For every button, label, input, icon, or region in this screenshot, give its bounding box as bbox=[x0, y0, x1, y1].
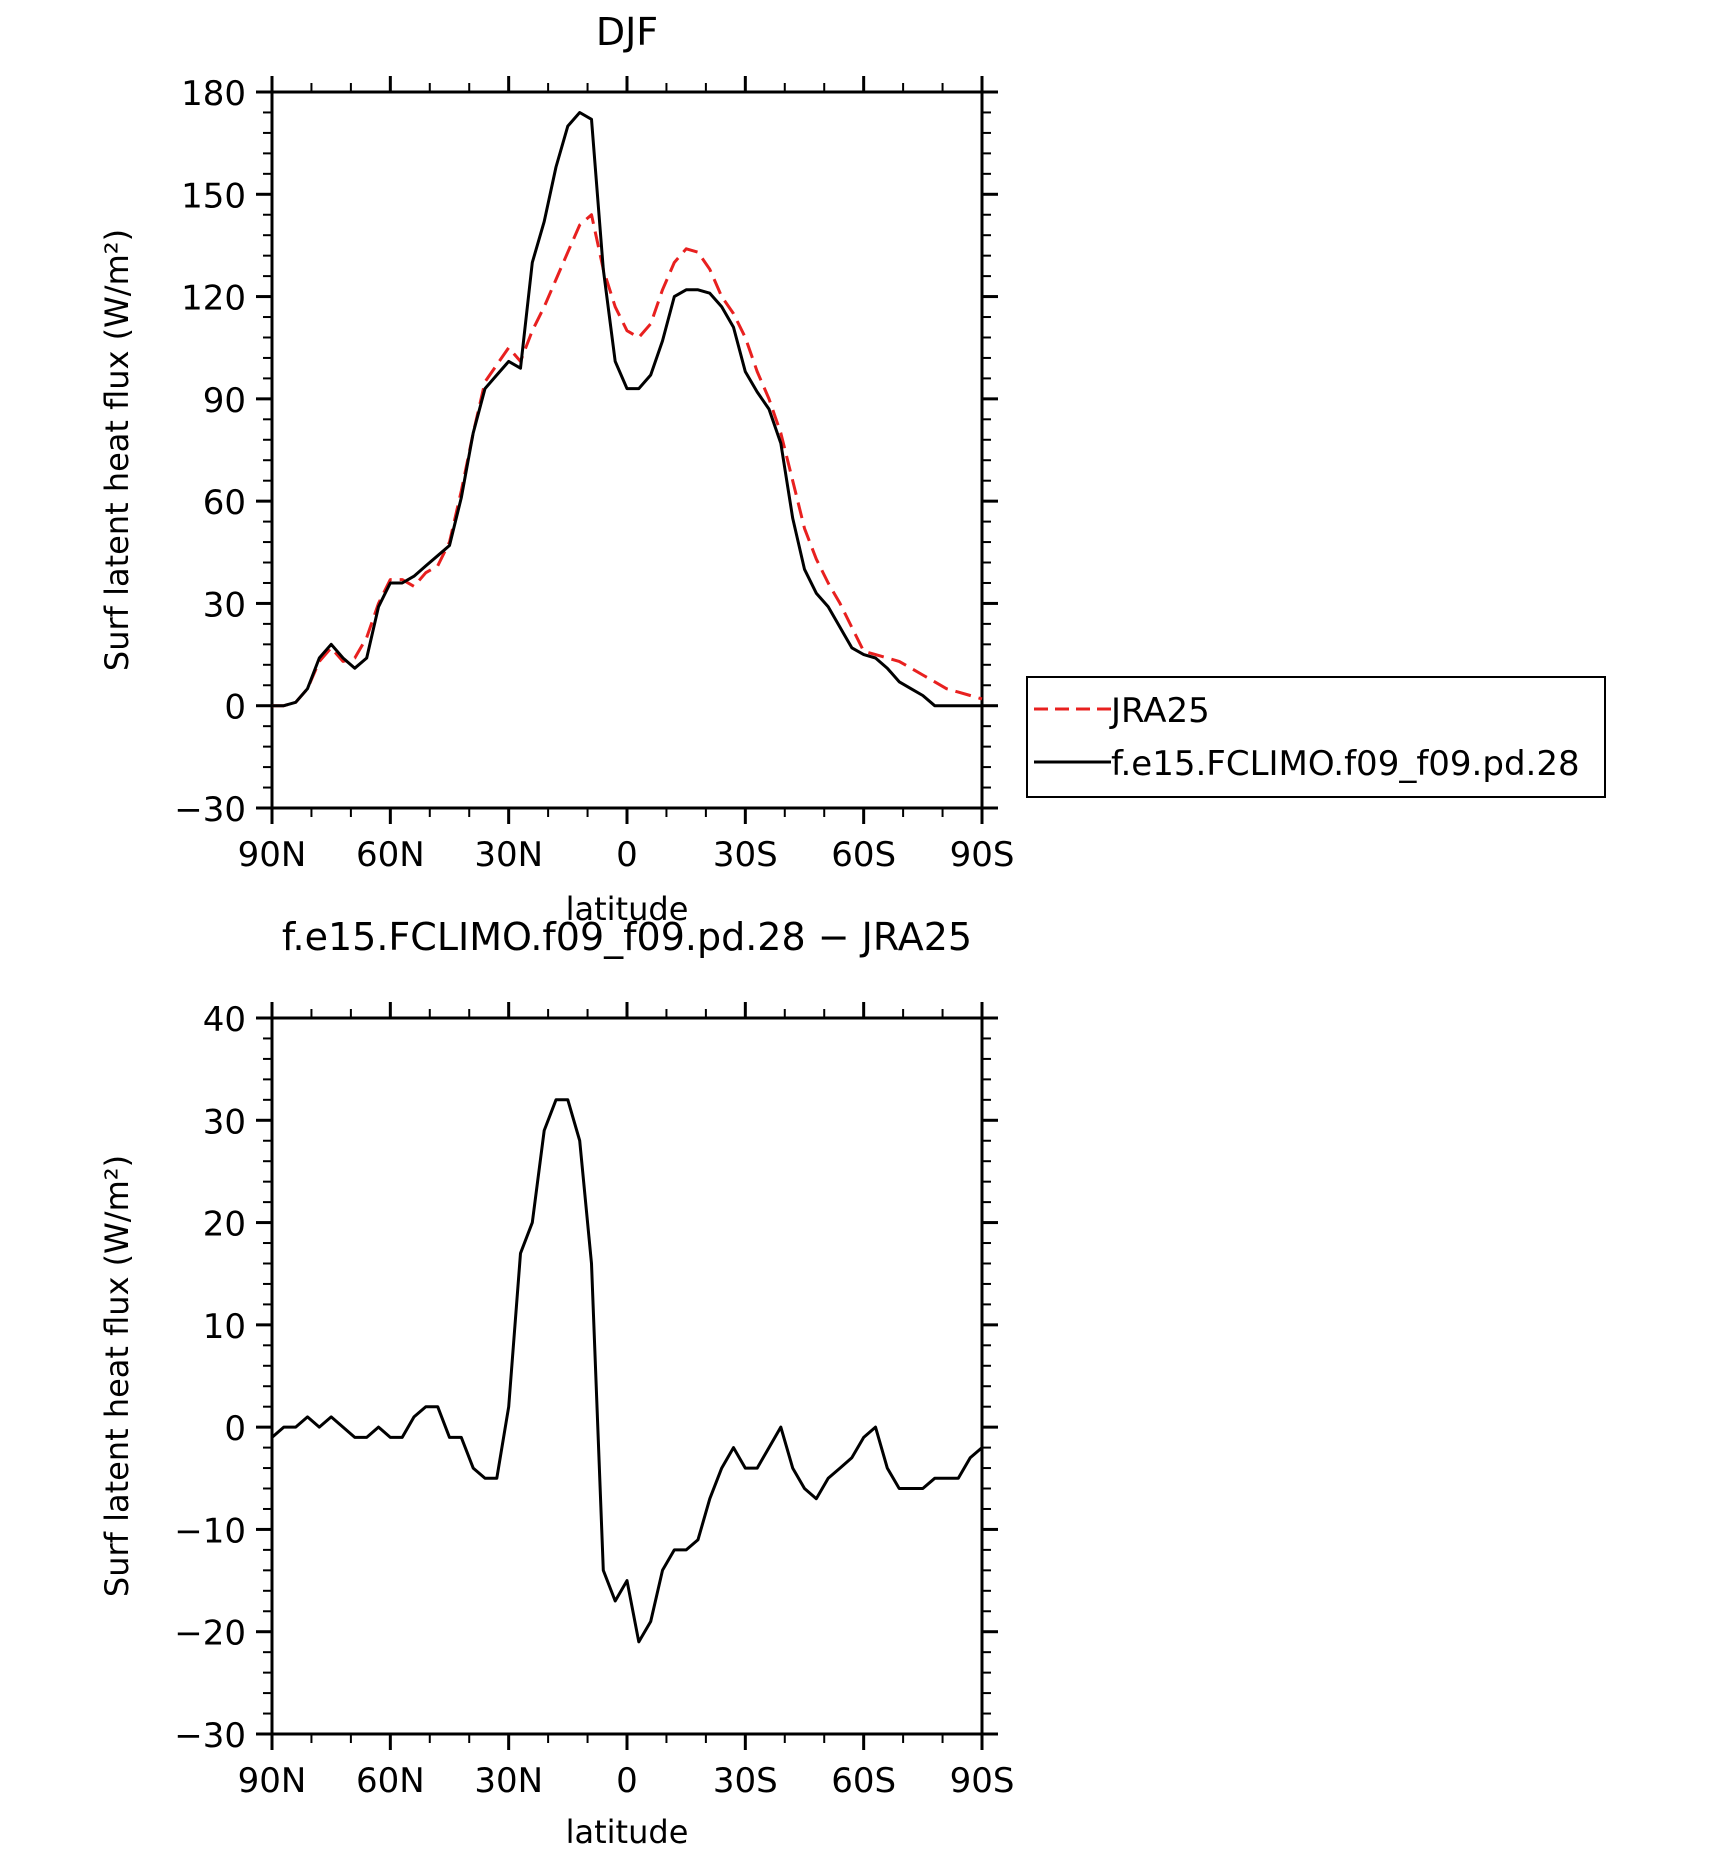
y-tick-label: 30 bbox=[203, 585, 246, 625]
x-tick-label: 60N bbox=[356, 835, 425, 875]
chart-title: f.e15.FCLIMO.f09_f09.pd.28 − JRA25 bbox=[282, 915, 972, 959]
x-tick-label: 30N bbox=[474, 1761, 543, 1801]
x-tick-label: 30S bbox=[713, 835, 778, 875]
series-line-1 bbox=[272, 111, 982, 708]
x-tick-label: 60S bbox=[831, 835, 896, 875]
x-tick-label: 0 bbox=[616, 1761, 638, 1801]
x-tick-label: 0 bbox=[616, 835, 638, 875]
series-line-0 bbox=[272, 213, 983, 708]
chart-title: DJF bbox=[596, 10, 658, 54]
x-tick-label: 30S bbox=[713, 1761, 778, 1801]
y-tick-label: −30 bbox=[174, 1716, 246, 1756]
x-tick-label: 90N bbox=[238, 835, 307, 875]
legend-label-1: f.e15.FCLIMO.f09_f09.pd.28 bbox=[1111, 744, 1580, 784]
legend-box bbox=[1026, 676, 1606, 798]
y-axis-label: Surf latent heat flux (W/m²) bbox=[98, 1155, 136, 1597]
panel-djf: DJF −30 0 30 60 90 120 150 180 90N 60N 30N 0 30S 60S 90… bbox=[98, 10, 1606, 928]
x-tick-label: 90S bbox=[950, 835, 1015, 875]
plot-frame bbox=[270, 1016, 984, 1736]
y-tick-label: 90 bbox=[203, 381, 246, 421]
panel-difference: f.e15.FCLIMO.f09_f09.pd.28 − JRA25 −30 −20… bbox=[98, 915, 1014, 1850]
y-axis-label: Surf latent heat flux (W/m²) bbox=[98, 229, 136, 671]
y-tick-label: 150 bbox=[181, 176, 246, 216]
y-tick-label: 10 bbox=[203, 1307, 246, 1347]
plot-frame bbox=[270, 90, 984, 810]
y-tick-label: 40 bbox=[203, 1000, 246, 1040]
y-tick-label: 30 bbox=[203, 1102, 246, 1142]
series-line-0 bbox=[271, 1098, 983, 1644]
y-tick-label: 180 bbox=[181, 74, 246, 114]
x-tick-label: 30N bbox=[474, 835, 543, 875]
y-tick-label: 120 bbox=[181, 279, 246, 319]
x-tick-label: 60N bbox=[356, 1761, 425, 1801]
y-tick-label: 20 bbox=[203, 1205, 246, 1245]
x-axis-label: latitude bbox=[566, 1813, 689, 1850]
y-tick-label: 0 bbox=[224, 688, 246, 728]
y-tick-label: −30 bbox=[174, 790, 246, 830]
legend-label-0: JRA25 bbox=[1109, 691, 1210, 731]
x-axis-label: latitude bbox=[566, 890, 689, 928]
x-tick-label: 60S bbox=[831, 1761, 896, 1801]
y-tick-label: −10 bbox=[174, 1511, 246, 1551]
y-tick-label: −20 bbox=[174, 1614, 246, 1654]
y-tick-label: 0 bbox=[224, 1409, 246, 1449]
y-tick-label: 60 bbox=[203, 483, 246, 523]
x-tick-label: 90S bbox=[950, 1761, 1015, 1801]
x-tick-label: 90N bbox=[238, 1761, 307, 1801]
